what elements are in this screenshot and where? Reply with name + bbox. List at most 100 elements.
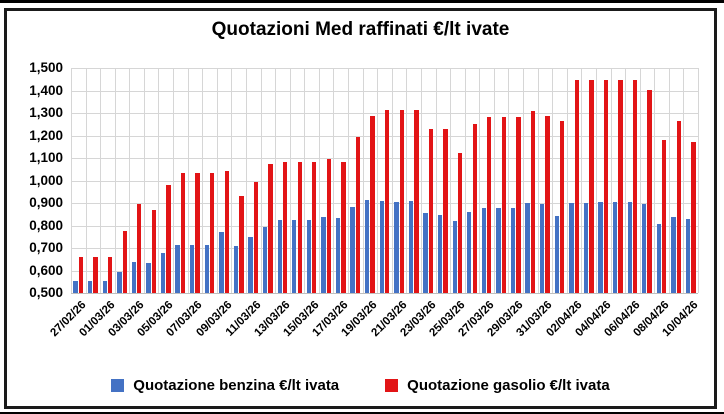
bar-gasolio (618, 79, 623, 293)
bar-benzina (496, 207, 501, 293)
bar-benzina (248, 237, 253, 293)
bar-benzina (510, 207, 516, 293)
bar-benzina (540, 203, 545, 293)
benzina-legend-swatch-icon (111, 379, 125, 392)
bar-gasolio (385, 109, 390, 293)
y-tick-label: 1,200 (29, 127, 63, 143)
bar-gasolio (210, 173, 215, 293)
y-tick-label: 1,300 (29, 105, 63, 120)
bar-gasolio (268, 164, 273, 293)
bar-gasolio (180, 173, 186, 293)
y-tick-label: 1,500 (29, 60, 63, 75)
bar-gasolio (151, 209, 157, 293)
bar-gasolio (224, 170, 229, 293)
bar-benzina (627, 202, 632, 293)
gasolio-legend-swatch-icon (385, 379, 399, 392)
plot-area (71, 68, 699, 294)
bar-gasolio (341, 162, 346, 293)
y-tick-label: 0,900 (29, 195, 63, 210)
bar-benzina (233, 245, 239, 293)
bar-gasolio (137, 204, 142, 293)
y-tick-label: 0,600 (29, 262, 63, 278)
bar-gasolio (428, 128, 434, 293)
bar-gasolio (326, 159, 332, 293)
y-tick-label: 0,500 (29, 285, 63, 300)
bar-benzina (685, 218, 691, 293)
gridline-horizontal (71, 270, 698, 272)
bar-gasolio (78, 257, 84, 293)
bar-benzina (219, 232, 224, 293)
bar-benzina (394, 202, 399, 293)
bar-gasolio (501, 117, 507, 293)
bar-benzina (379, 201, 384, 293)
gridline-horizontal (71, 113, 698, 114)
bar-gasolio (530, 111, 536, 293)
chart-title: Quotazioni Med raffinati €/lt ivate (211, 19, 510, 40)
bar-benzina (423, 212, 428, 293)
bar-gasolio (487, 117, 492, 293)
bar-gasolio (457, 153, 463, 293)
bar-gasolio (647, 90, 652, 293)
bar-benzina (612, 202, 618, 293)
bar-benzina (408, 201, 414, 293)
bar-gasolio (545, 116, 550, 293)
bar-benzina (73, 280, 78, 293)
bar-gasolio (282, 162, 288, 293)
bar-gasolio (676, 121, 681, 293)
bar-gasolio (516, 117, 521, 293)
bar-benzina (467, 212, 472, 293)
bar-gasolio (239, 196, 244, 293)
bar-gasolio (370, 116, 375, 293)
bar-benzina (656, 223, 662, 293)
chart-frame: Quotazioni Med raffinati €/lt ivate 1,50… (4, 8, 717, 409)
bar-gasolio (632, 79, 638, 293)
bar-benzina (321, 216, 326, 293)
bar-benzina (452, 221, 457, 293)
gridline-horizontal (71, 225, 698, 227)
bar-gasolio (603, 79, 609, 293)
bar-gasolio (253, 182, 259, 293)
bar-benzina (569, 203, 574, 293)
bar-gasolio (312, 162, 317, 293)
bar-benzina (583, 203, 589, 293)
bar-gasolio (443, 128, 448, 293)
bar-gasolio (399, 109, 404, 293)
gridline-horizontal (71, 248, 698, 249)
bar-benzina (335, 217, 341, 293)
bar-gasolio (195, 173, 200, 293)
bar-benzina (160, 252, 166, 293)
bar-benzina (204, 245, 209, 293)
gridline-horizontal (71, 203, 698, 204)
legend: Quotazione benzina €/lt ivata Quotazione… (7, 377, 714, 394)
bar-benzina (190, 245, 195, 293)
legend-item-gasolio: Quotazione gasolio €/lt ivata (385, 377, 610, 394)
bar-gasolio (122, 231, 127, 293)
bar-benzina (365, 200, 370, 293)
bar-benzina (481, 207, 487, 293)
gridline-horizontal (71, 158, 698, 159)
bar-benzina (102, 280, 107, 293)
bar-benzina (277, 220, 282, 293)
gridline-horizontal (71, 68, 698, 69)
sheet-edge-bottom (0, 412, 724, 414)
bar-benzina (642, 203, 647, 293)
bar-gasolio (559, 121, 565, 293)
bar-benzina (131, 261, 137, 293)
sheet-edge-top (0, 0, 724, 3)
benzina-legend-label: Quotazione benzina €/lt ivata (133, 377, 340, 394)
bar-benzina (525, 203, 530, 293)
bar-benzina (117, 271, 122, 293)
bar-benzina (598, 202, 603, 293)
y-tick-label: 0,700 (29, 240, 63, 255)
bar-benzina (350, 206, 355, 293)
legend-item-benzina: Quotazione benzina €/lt ivata (111, 377, 339, 394)
bar-benzina (306, 220, 312, 293)
bar-gasolio (691, 141, 696, 293)
gridline-horizontal (71, 135, 698, 137)
bar-benzina (146, 262, 151, 293)
y-tick-label: 1,000 (29, 172, 63, 188)
bar-benzina (175, 245, 180, 293)
gridline-horizontal (71, 180, 698, 182)
bar-benzina (437, 215, 443, 293)
bar-gasolio (166, 185, 171, 293)
